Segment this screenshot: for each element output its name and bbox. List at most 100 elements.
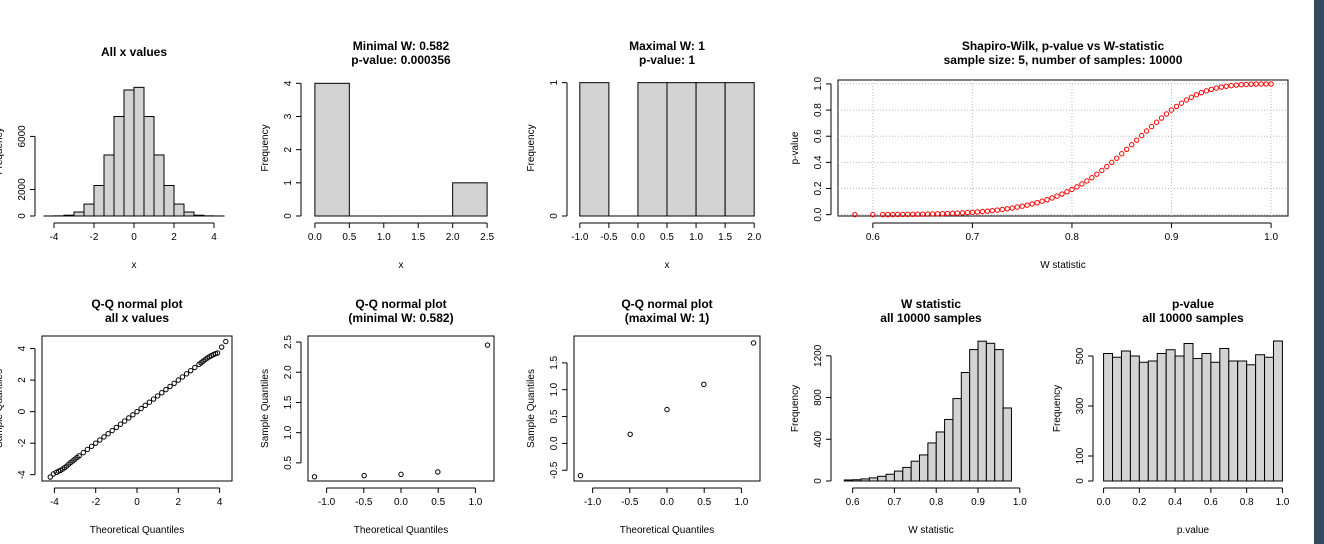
histogram-bar [724, 82, 755, 217]
data-point [1133, 137, 1140, 143]
data-point [1074, 184, 1080, 190]
data-point [954, 210, 961, 216]
data-point [1263, 81, 1269, 87]
data-point [1233, 82, 1239, 88]
x-tick-label: 2.5 [480, 232, 494, 243]
data-point [163, 386, 169, 393]
x-tick-label: 4 [217, 497, 223, 508]
y-tick-label: 1.5 [283, 395, 294, 409]
y-tick-label: 0 [549, 213, 560, 219]
data-point [890, 211, 896, 218]
histogram-bar [1272, 340, 1283, 482]
data-point [484, 342, 491, 348]
y-tick-label: 2 [283, 146, 294, 152]
x-tick-label: -0.5 [600, 232, 618, 243]
data-point [1019, 203, 1025, 209]
x-tick-label: 0 [134, 497, 140, 508]
histogram-bar [960, 372, 971, 482]
histogram-bar [994, 349, 1004, 482]
data-point [1268, 81, 1274, 87]
x-tick-label: 0.9 [971, 497, 985, 508]
y-tick-label: 1 [549, 79, 560, 85]
chart-title: all 10000 samples [1142, 311, 1244, 325]
x-axis-label: Theoretical Quantiles [90, 525, 185, 536]
data-point [1173, 103, 1180, 110]
data-point [914, 211, 921, 217]
data-point [311, 474, 318, 480]
data-point [142, 402, 148, 409]
x-tick-label: -1.0 [318, 497, 336, 508]
histogram-bar [193, 214, 205, 217]
y-tick-label: 800 [813, 389, 824, 406]
data-point [1044, 196, 1050, 203]
y-tick-label: 0.8 [813, 103, 824, 117]
panel-p3: Maximal W: 1p-value: 1 -1.0 -0.5 0.0 0.5 1.0 1… [526, 39, 762, 271]
histogram-bar [173, 203, 185, 217]
histogram-bar [1147, 360, 1158, 482]
data-point [1114, 155, 1120, 161]
y-tick-label: 4 [17, 345, 28, 351]
plot-box [307, 335, 495, 482]
data-point [895, 211, 901, 218]
data-point [1099, 167, 1105, 174]
histogram-bar [935, 431, 946, 482]
x-tick-label: -0.5 [621, 497, 639, 508]
histogram-bar [83, 203, 95, 217]
data-point [1248, 81, 1254, 87]
data-point [159, 390, 165, 396]
data-point [964, 209, 971, 216]
window-scrollbar[interactable] [1314, 0, 1324, 544]
data-point [577, 472, 584, 479]
x-axis-label: W statistic [908, 525, 954, 536]
y-tick-label: 3 [283, 113, 294, 119]
histogram-bar [1138, 361, 1149, 482]
data-point [1208, 86, 1215, 93]
x-tick-label: 0.7 [887, 497, 901, 508]
data-point [126, 415, 132, 421]
x-tick-label: 2 [176, 497, 182, 508]
data-point [47, 474, 53, 480]
chart-title: Minimal W: 0.582 [353, 39, 450, 53]
y-tick-label: 1.0 [813, 77, 824, 91]
data-point [1178, 100, 1185, 106]
x-tick-label: 0.5 [342, 232, 356, 243]
histogram-bar [695, 82, 726, 217]
histogram-bar [1120, 350, 1131, 482]
data-point [627, 431, 633, 437]
y-axis-label: Frequency [790, 385, 801, 432]
data-point [870, 211, 876, 218]
data-point [750, 340, 757, 346]
data-point [138, 405, 144, 412]
data-point [88, 443, 95, 450]
data-point [1163, 111, 1170, 117]
histogram-bar [153, 154, 165, 217]
x-tick-label: 0.8 [1065, 232, 1079, 243]
data-point [130, 412, 136, 418]
data-point [154, 393, 161, 399]
y-tick-label: 6000 [17, 125, 28, 148]
data-point [979, 208, 986, 215]
y-tick-label: 0.6 [813, 129, 824, 143]
data-point [1059, 191, 1065, 197]
y-tick-label: 0 [17, 213, 28, 219]
data-point [175, 377, 182, 383]
x-tick-label: -2 [90, 232, 99, 243]
panel-p6: Q-Q normal plot(minimal W: 0.582) -1.0 -0.… [260, 297, 495, 536]
data-point [984, 208, 991, 214]
histogram-bar [1246, 364, 1257, 482]
x-tick-label: -0.5 [355, 497, 373, 508]
chart-title: (maximal W: 1) [625, 311, 709, 325]
data-point [1148, 123, 1155, 130]
y-tick-label: -4 [17, 470, 28, 479]
histogram-bar [1112, 356, 1122, 482]
data-point [1223, 83, 1229, 89]
data-point [192, 364, 198, 371]
data-point [101, 434, 107, 440]
histogram-bar [452, 182, 488, 217]
histogram-bar [103, 154, 115, 217]
data-point [904, 211, 911, 218]
data-point [1243, 81, 1249, 88]
x-tick-label: -4 [50, 232, 59, 243]
data-point [1039, 198, 1045, 204]
